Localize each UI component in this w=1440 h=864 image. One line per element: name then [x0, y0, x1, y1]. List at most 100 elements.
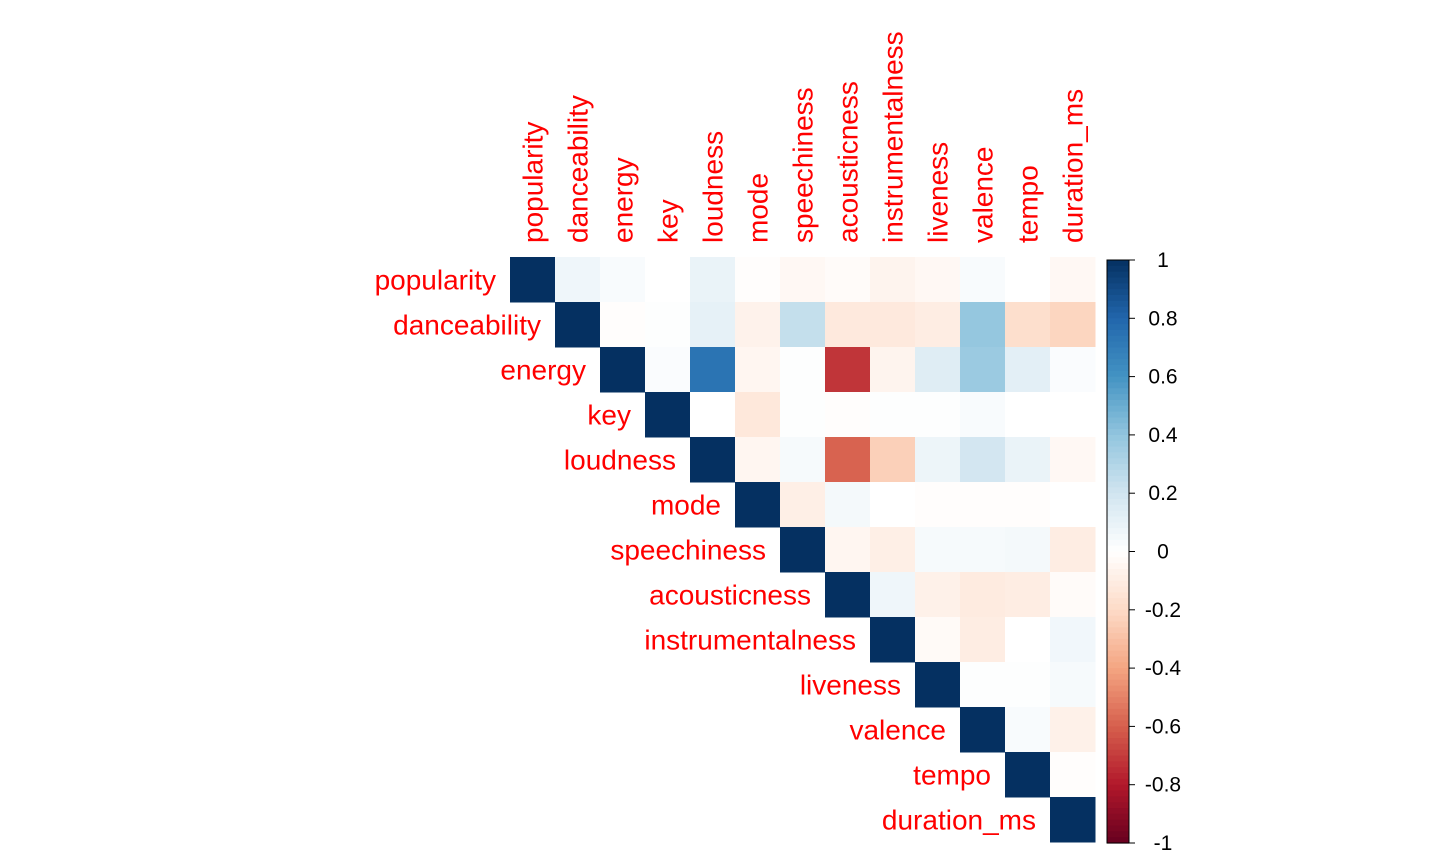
- heatmap-cell: popularity / key: 0: [645, 257, 691, 303]
- heatmap-cell: loudness / speechiness: 0.04: [780, 437, 826, 483]
- column-label: acousticness: [833, 81, 864, 243]
- colorbar-tick-label: -0.8: [1145, 774, 1181, 797]
- heatmap-cell: acousticness / instrumentalness: 0.07: [870, 572, 916, 618]
- colorbar-segment: [1107, 534, 1129, 541]
- colorbar-segment: [1107, 475, 1129, 483]
- colorbar-segment: [1107, 679, 1129, 687]
- column-label: tempo: [1013, 165, 1044, 243]
- heatmap-cell: danceability / tempo: -0.18: [1005, 302, 1051, 348]
- colorbar-segment: [1107, 446, 1129, 453]
- colorbar-segment: [1107, 551, 1129, 558]
- colorbar-segment: [1107, 673, 1129, 681]
- row-label: mode: [651, 490, 721, 521]
- heatmap-cell: key / instrumentalness: 0.01: [870, 392, 916, 438]
- heatmap-cell: energy / mode: -0.05: [735, 347, 781, 393]
- heatmap-cell: loudness / duration_ms: -0.04: [1050, 437, 1096, 483]
- heatmap-cell: speechiness / duration_ms: -0.1: [1050, 527, 1096, 573]
- heatmap-cell: popularity / instrumentalness: -0.06: [870, 257, 916, 303]
- column-label: duration_ms: [1058, 89, 1089, 243]
- colorbar-segment: [1107, 510, 1129, 518]
- heatmap-cell: tempo / duration_ms: -0.01: [1050, 752, 1096, 798]
- heatmap-cell: liveness / tempo: 0.01: [1005, 662, 1051, 708]
- colorbar-segment: [1107, 633, 1129, 640]
- column-label: speechiness: [788, 87, 819, 243]
- colorbar-segment: [1107, 691, 1129, 698]
- colorbar-segment: [1107, 364, 1129, 372]
- colorbar-segment: [1107, 528, 1129, 535]
- column-label: key: [653, 199, 684, 243]
- colorbar-tick-label: 0.8: [1148, 307, 1177, 330]
- colorbar-segment: [1107, 732, 1129, 739]
- row-label: speechiness: [610, 535, 766, 566]
- heatmap-cell: danceability / acousticness: -0.12: [825, 302, 871, 348]
- colorbar-segment: [1107, 324, 1129, 331]
- colorbar-segment: [1107, 685, 1129, 693]
- colorbar-segment: [1107, 289, 1129, 296]
- colorbar-segment: [1107, 662, 1129, 669]
- colorbar-segment: [1107, 312, 1129, 319]
- colorbar-segment: [1107, 802, 1129, 809]
- column-label: popularity: [518, 122, 549, 243]
- colorbar-tick-label: -0.4: [1145, 657, 1182, 680]
- heatmap-cell: key / key: 1: [645, 392, 691, 438]
- row-label: valence: [849, 715, 946, 746]
- colorbar-segment: [1107, 335, 1129, 343]
- heatmap-cell: loudness / loudness: 1: [690, 437, 736, 483]
- heatmap-cell: energy / loudness: 0.74: [690, 347, 736, 393]
- heatmap-cell: valence / duration_ms: -0.08: [1050, 707, 1096, 753]
- colorbar-segment: [1107, 796, 1129, 803]
- colorbar-segment: [1107, 411, 1129, 419]
- row-label: acousticness: [649, 580, 811, 611]
- heatmap-cells: popularity / popularity: 1popularity / d…: [510, 257, 1096, 843]
- row-label: liveness: [800, 670, 901, 701]
- colorbar-segment: [1107, 813, 1129, 821]
- colorbar-segment: [1107, 743, 1129, 751]
- row-label: instrumentalness: [644, 625, 856, 656]
- colorbar-segment: [1107, 382, 1129, 389]
- colorbar-segment: [1107, 609, 1129, 617]
- colorbar-segment: [1107, 557, 1129, 564]
- colorbar-segment: [1107, 586, 1129, 593]
- colorbar-segment: [1107, 405, 1129, 413]
- colorbar-tick-label: 0: [1157, 541, 1169, 564]
- colorbar-segment: [1107, 697, 1129, 704]
- colorbar-segment: [1107, 784, 1129, 792]
- heatmap-cell: loudness / tempo: 0.09: [1005, 437, 1051, 483]
- heatmap-cell: danceability / liveness: -0.1: [915, 302, 961, 348]
- colorbar-segment: [1107, 703, 1129, 710]
- colorbar-tick-label: 1: [1157, 249, 1169, 272]
- heatmap-cell: loudness / liveness: 0.08: [915, 437, 961, 483]
- heatmap-cell: acousticness / duration_ms: -0.02: [1050, 572, 1096, 618]
- colorbar-segment: [1107, 714, 1129, 722]
- colorbar-segment: [1107, 755, 1129, 762]
- colorbar-segment: [1107, 376, 1129, 384]
- colorbar-segment: [1107, 429, 1129, 436]
- heatmap-cell: instrumentalness / instrumentalness: 1: [870, 617, 916, 663]
- colorbar-segment: [1107, 738, 1129, 745]
- heatmap-cell: danceability / instrumentalness: -0.12: [870, 302, 916, 348]
- heatmap-cell: energy / instrumentalness: -0.06: [870, 347, 916, 393]
- heatmap-cell: speechiness / acousticness: -0.05: [825, 527, 871, 573]
- colorbar-segment: [1107, 260, 1129, 267]
- heatmap-cell: popularity / valence: 0.03: [960, 257, 1006, 303]
- colorbar-segment: [1107, 370, 1129, 378]
- heatmap-cell: key / acousticness: -0.01: [825, 392, 871, 438]
- colorbar-segment: [1107, 726, 1129, 733]
- heatmap-cell: liveness / valence: 0.01: [960, 662, 1006, 708]
- heatmap-cell: energy / energy: 1: [600, 347, 646, 393]
- heatmap-cell: key / valence: 0.03: [960, 392, 1006, 438]
- colorbar-segment: [1107, 638, 1129, 646]
- heatmap-cell: energy / duration_ms: 0.02: [1050, 347, 1096, 393]
- heatmap-cell: energy / valence: 0.37: [960, 347, 1006, 393]
- colorbar-segment: [1107, 359, 1129, 366]
- colorbar-segment: [1107, 568, 1129, 576]
- heatmap-cell: loudness / mode: -0.05: [735, 437, 781, 483]
- colorbar-segment: [1107, 399, 1129, 407]
- heatmap-cell: key / mode: -0.13: [735, 392, 781, 438]
- colorbar-segment: [1107, 283, 1129, 290]
- colorbar-segment: [1107, 341, 1129, 349]
- heatmap-cell: mode / valence: -0.01: [960, 482, 1006, 528]
- heatmap-cell: instrumentalness / valence: -0.1: [960, 617, 1006, 663]
- heatmap-cell: instrumentalness / duration_ms: 0.06: [1050, 617, 1096, 663]
